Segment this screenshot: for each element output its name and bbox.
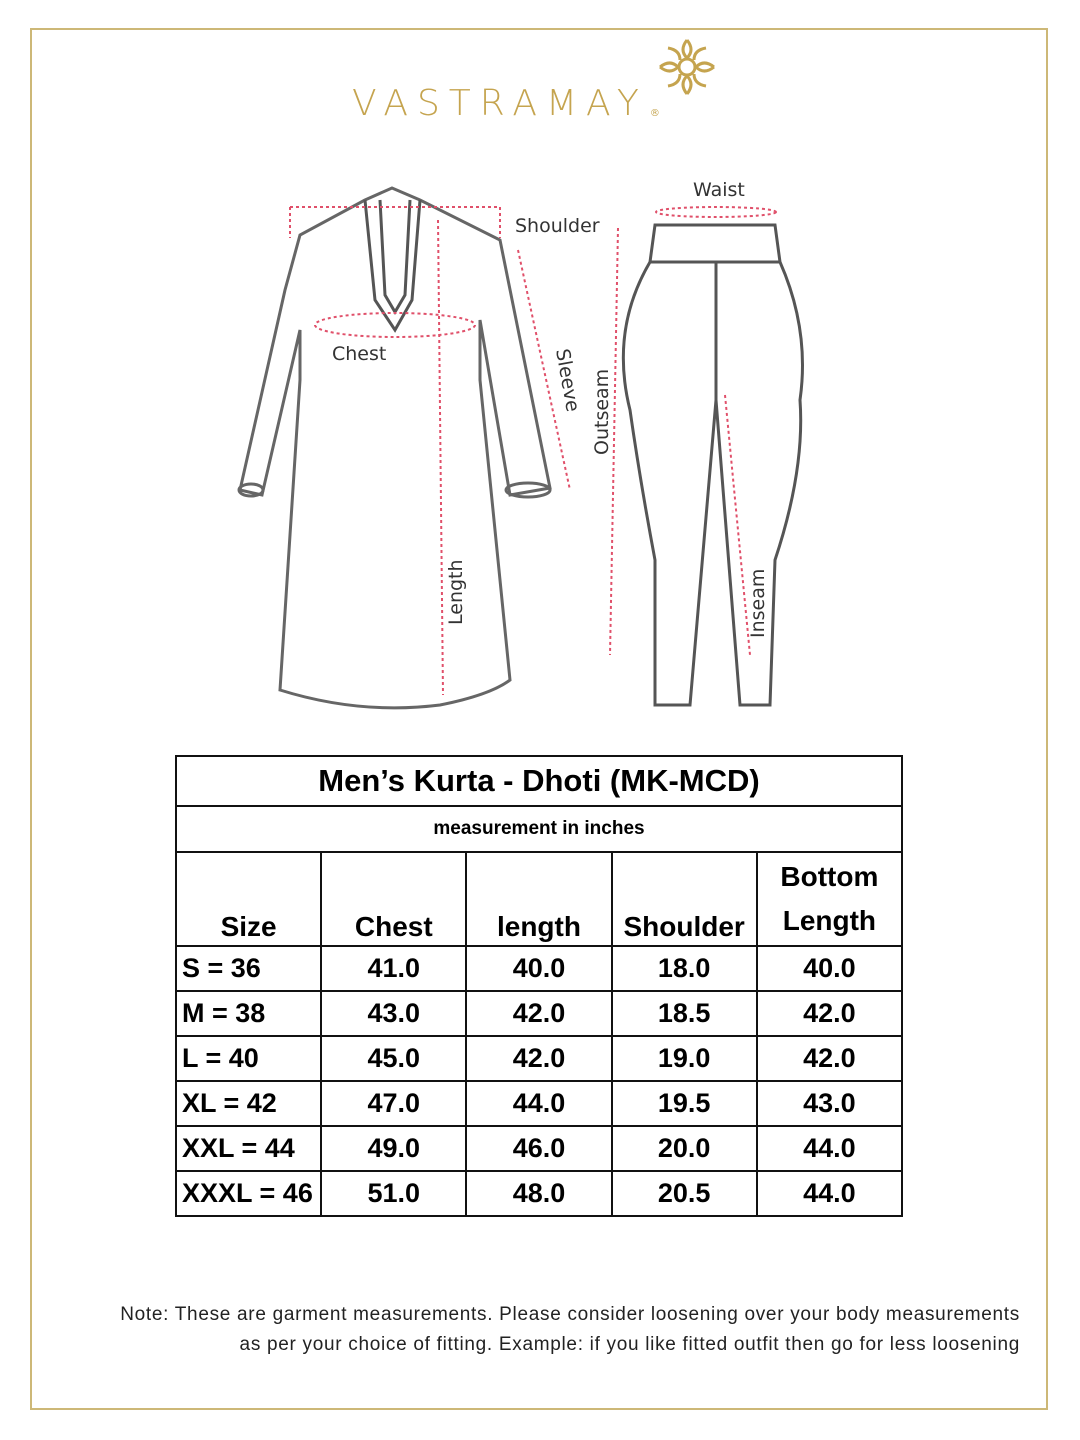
- sleeve-label: Sleeve: [551, 347, 584, 414]
- cell-length: 42.0: [465, 1035, 613, 1082]
- cell-chest: 49.0: [320, 1125, 468, 1172]
- cell-shoulder: 19.5: [610, 1080, 758, 1127]
- note-line-2: as per your choice of fitting. Example: …: [239, 1334, 1020, 1355]
- cell-chest: 47.0: [320, 1080, 468, 1127]
- cell-shoulder: 19.0: [610, 1035, 758, 1082]
- chest-label: Chest: [332, 343, 386, 365]
- cell-shoulder: 18.0: [610, 945, 758, 992]
- brand-logo-group: VASTRAMAY ®: [352, 82, 660, 126]
- cell-bottom-length: 44.0: [755, 1125, 904, 1172]
- cell-bottom-length: 42.0: [755, 990, 904, 1037]
- cell-size: XXXL = 46: [174, 1170, 323, 1217]
- header-bottom-length: Bottom Length: [755, 851, 904, 947]
- brand-logo: VASTRAMAY: [352, 83, 648, 124]
- cell-size: S = 36: [174, 945, 323, 992]
- note-line-1: Note: These are garment measurements. Pl…: [120, 1304, 1020, 1325]
- table-title: Men’s Kurta - Dhoti (MK-MCD): [175, 755, 903, 807]
- cell-size: L = 40: [174, 1035, 323, 1082]
- cell-chest: 41.0: [320, 945, 468, 992]
- page-border: [30, 28, 1048, 1410]
- header-length: length: [465, 851, 613, 947]
- cell-size: M = 38: [174, 990, 323, 1037]
- cell-shoulder: 18.5: [610, 990, 758, 1037]
- size-chart-table: Men’s Kurta - Dhoti (MK-MCD) measurement…: [174, 755, 904, 1217]
- waist-label: Waist: [693, 179, 745, 201]
- table-row: S = 36 41.0 40.0 18.0 40.0: [174, 945, 904, 992]
- cell-length: 40.0: [465, 945, 613, 992]
- cell-chest: 43.0: [320, 990, 468, 1037]
- cell-bottom-length: 42.0: [755, 1035, 904, 1082]
- flower-logo-icon: [659, 39, 715, 95]
- table-subtitle: measurement in inches: [175, 805, 903, 853]
- cell-length: 42.0: [465, 990, 613, 1037]
- cell-size: XXL = 44: [174, 1125, 323, 1172]
- header-chest: Chest: [320, 851, 468, 947]
- table-row: XL = 42 47.0 44.0 19.5 43.0: [174, 1080, 904, 1127]
- cell-bottom-length: 40.0: [755, 945, 904, 992]
- cell-chest: 45.0: [320, 1035, 468, 1082]
- measure-lines: [289, 206, 777, 696]
- table-header-row: Size Chest length Shoulder Bottom Length: [174, 851, 904, 947]
- registered-mark: ®: [649, 108, 660, 119]
- cell-length: 48.0: [465, 1170, 613, 1217]
- length-label: Length: [445, 559, 467, 625]
- cell-length: 46.0: [465, 1125, 613, 1172]
- shoulder-label: Shoulder: [515, 215, 600, 237]
- cell-shoulder: 20.5: [610, 1170, 758, 1217]
- fitting-note: Note: These are garment measurements. Pl…: [40, 1300, 1020, 1360]
- table-row: XXXL = 46 51.0 48.0 20.5 44.0: [174, 1170, 904, 1217]
- table-row: M = 38 43.0 42.0 18.5 42.0: [174, 990, 904, 1037]
- kurta-drawing: [237, 186, 552, 710]
- cell-size: XL = 42: [174, 1080, 323, 1127]
- header-size: Size: [174, 851, 323, 947]
- garment-diagram: Shoulder Chest Sleeve Length Waist Outse…: [237, 179, 804, 710]
- cell-shoulder: 20.0: [610, 1125, 758, 1172]
- header-shoulder: Shoulder: [610, 851, 758, 947]
- outseam-label: Outseam: [591, 369, 613, 455]
- cell-bottom-length: 43.0: [755, 1080, 904, 1127]
- inseam-label: Inseam: [747, 569, 769, 638]
- table-row: L = 40 45.0 42.0 19.0 42.0: [174, 1035, 904, 1082]
- cell-length: 44.0: [465, 1080, 613, 1127]
- cell-bottom-length: 44.0: [755, 1170, 904, 1217]
- table-row: XXL = 44 49.0 46.0 20.0 44.0: [174, 1125, 904, 1172]
- dhoti-drawing: [621, 223, 804, 707]
- cell-chest: 51.0: [320, 1170, 468, 1217]
